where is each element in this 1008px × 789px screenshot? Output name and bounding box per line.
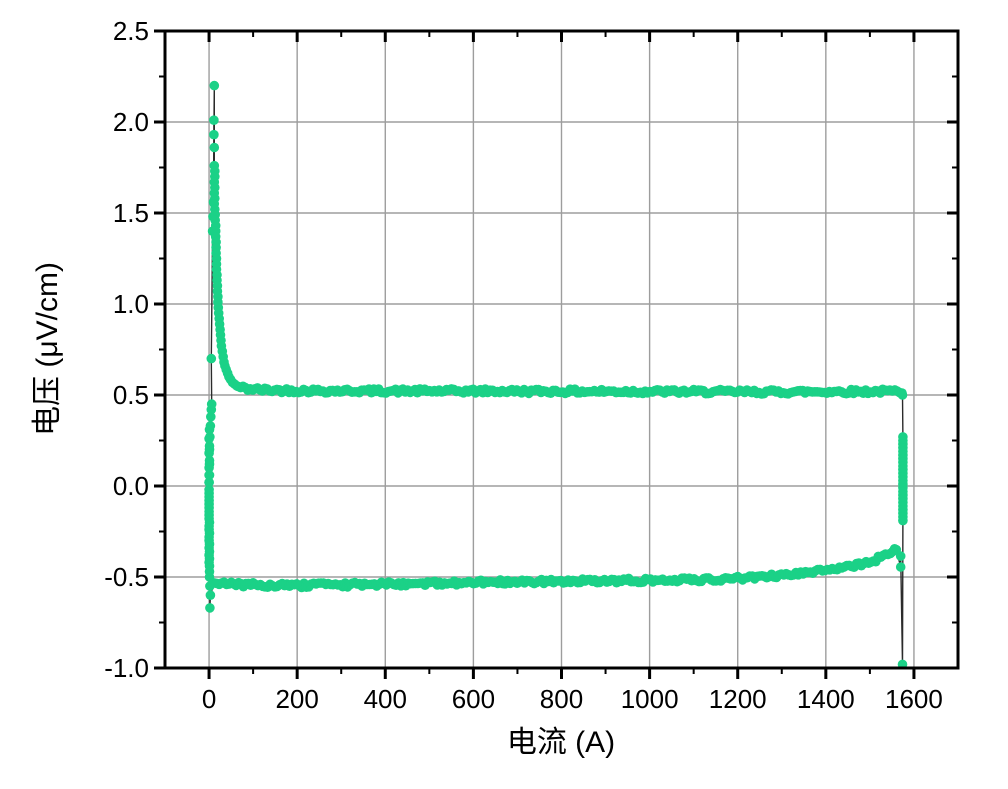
data-point-marker [205, 581, 215, 591]
y-tick-label: 1.5 [113, 198, 149, 228]
y-tick-label: -0.5 [104, 562, 149, 592]
x-tick-label: 600 [452, 684, 495, 714]
y-tick-label: 0.0 [113, 471, 149, 501]
data-point-marker [204, 484, 214, 495]
data-point-marker [204, 441, 215, 451]
x-tick-label: 1000 [621, 684, 679, 714]
data-point-marker [205, 603, 215, 613]
data-point-marker [204, 433, 214, 444]
tick-labels: 0 200 400 600 800 1000 1200 1400 1600 -1.0 -0.5 0.0… [104, 16, 943, 714]
data-point-marker [895, 562, 906, 572]
data-point-marker [204, 424, 215, 435]
data-point-marker [209, 80, 220, 91]
x-tick-label: 1200 [709, 684, 767, 714]
data-point-marker [206, 399, 217, 409]
x-tick-label: 1600 [885, 684, 943, 714]
axis-ticks [154, 29, 958, 679]
data-point-marker [898, 515, 908, 526]
data-point-marker [204, 463, 214, 473]
y-tick-label: 2.5 [113, 16, 149, 46]
data-point-marker [206, 353, 217, 364]
y-tick-label: -1.0 [104, 653, 149, 683]
x-tick-label: 0 [202, 684, 216, 714]
data-point-marker [209, 129, 219, 140]
data-point-marker [204, 477, 214, 488]
y-tick-label: 2.0 [113, 107, 149, 137]
data-point-marker [897, 390, 908, 400]
data-point-marker [209, 115, 219, 125]
y-tick-label: 0.5 [113, 380, 149, 410]
x-tick-label: 800 [540, 684, 583, 714]
data-layer [204, 80, 908, 668]
x-tick-label: 400 [364, 684, 407, 714]
data-point-marker [206, 412, 216, 422]
x-tick-label: 200 [275, 684, 318, 714]
data-point-marker [204, 455, 215, 466]
data-points [204, 80, 908, 668]
x-axis-title: 电流 (A) [507, 726, 615, 759]
y-tick-label: 1.0 [113, 289, 149, 319]
data-point-marker [209, 142, 220, 153]
data-point-marker [204, 448, 214, 459]
data-point-marker [897, 659, 908, 668]
data-point-marker [205, 590, 216, 600]
data-point-marker [204, 470, 215, 480]
y-axis-title: 电压 (μV/cm) [31, 262, 64, 436]
x-tick-label: 1400 [797, 684, 855, 714]
